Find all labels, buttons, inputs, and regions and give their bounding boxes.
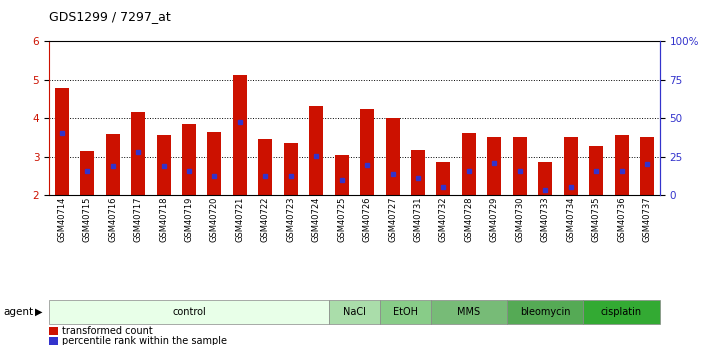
Bar bbox=[329, 300, 380, 324]
Text: ▶: ▶ bbox=[35, 307, 42, 317]
Bar bbox=[258, 139, 273, 195]
Bar bbox=[309, 106, 323, 195]
Bar bbox=[49, 337, 58, 345]
Text: GSM40720: GSM40720 bbox=[210, 197, 219, 242]
Text: EtOH: EtOH bbox=[393, 307, 417, 317]
Text: GSM40736: GSM40736 bbox=[617, 197, 626, 243]
Text: GSM40718: GSM40718 bbox=[159, 197, 168, 242]
Text: GSM40735: GSM40735 bbox=[592, 197, 601, 242]
Text: MMS: MMS bbox=[457, 307, 480, 317]
Bar bbox=[507, 300, 583, 324]
Text: GSM40731: GSM40731 bbox=[413, 197, 423, 242]
Text: GSM40714: GSM40714 bbox=[57, 197, 66, 242]
Bar bbox=[462, 133, 476, 195]
Text: agent: agent bbox=[4, 307, 34, 317]
Text: GSM40721: GSM40721 bbox=[235, 197, 244, 242]
Text: GSM40717: GSM40717 bbox=[133, 197, 143, 242]
Bar bbox=[380, 300, 430, 324]
Bar bbox=[233, 75, 247, 195]
Bar bbox=[49, 300, 329, 324]
Bar bbox=[430, 300, 507, 324]
Bar bbox=[156, 136, 171, 195]
Bar bbox=[538, 161, 552, 195]
Text: control: control bbox=[172, 307, 206, 317]
Bar bbox=[80, 151, 94, 195]
Text: GDS1299 / 7297_at: GDS1299 / 7297_at bbox=[49, 10, 171, 23]
Text: GSM40734: GSM40734 bbox=[566, 197, 575, 242]
Bar bbox=[386, 118, 399, 195]
Text: GSM40722: GSM40722 bbox=[261, 197, 270, 242]
Bar bbox=[614, 136, 629, 195]
Bar bbox=[106, 134, 120, 195]
Bar bbox=[208, 131, 221, 195]
Bar bbox=[284, 143, 298, 195]
Text: GSM40733: GSM40733 bbox=[541, 197, 549, 243]
Bar bbox=[182, 124, 196, 195]
Bar bbox=[589, 146, 603, 195]
Bar bbox=[335, 155, 349, 195]
Bar bbox=[564, 137, 578, 195]
Text: GSM40728: GSM40728 bbox=[464, 197, 474, 242]
Text: GSM40725: GSM40725 bbox=[337, 197, 346, 242]
Bar bbox=[131, 112, 145, 195]
Bar bbox=[487, 137, 501, 195]
Text: cisplatin: cisplatin bbox=[601, 307, 642, 317]
Text: NaCl: NaCl bbox=[343, 307, 366, 317]
Bar bbox=[55, 88, 68, 195]
Text: GSM40730: GSM40730 bbox=[516, 197, 524, 242]
Text: GSM40732: GSM40732 bbox=[439, 197, 448, 242]
Text: GSM40727: GSM40727 bbox=[388, 197, 397, 242]
Bar bbox=[583, 300, 660, 324]
Text: bleomycin: bleomycin bbox=[520, 307, 570, 317]
Text: GSM40724: GSM40724 bbox=[311, 197, 321, 242]
Text: GSM40716: GSM40716 bbox=[108, 197, 117, 242]
Text: GSM40723: GSM40723 bbox=[286, 197, 296, 242]
Text: GSM40737: GSM40737 bbox=[642, 197, 652, 243]
Text: percentile rank within the sample: percentile rank within the sample bbox=[62, 336, 226, 345]
Bar bbox=[513, 137, 527, 195]
Text: GSM40726: GSM40726 bbox=[363, 197, 371, 242]
Text: GSM40719: GSM40719 bbox=[185, 197, 193, 242]
Text: GSM40715: GSM40715 bbox=[83, 197, 92, 242]
Text: transformed count: transformed count bbox=[62, 326, 152, 336]
Bar bbox=[436, 161, 451, 195]
Bar bbox=[411, 150, 425, 195]
Bar bbox=[49, 327, 58, 335]
Bar bbox=[640, 137, 654, 195]
Bar bbox=[360, 109, 374, 195]
Text: GSM40729: GSM40729 bbox=[490, 197, 499, 242]
